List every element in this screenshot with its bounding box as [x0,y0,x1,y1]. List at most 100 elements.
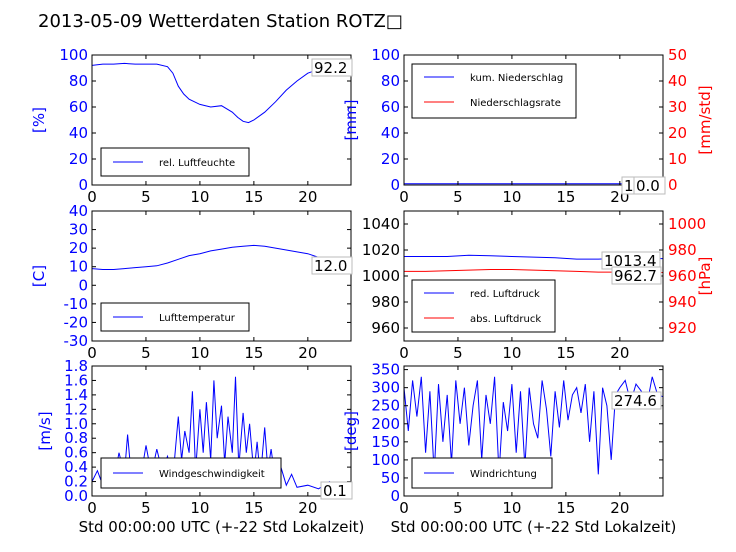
x-tick-label: 5 [141,344,151,362]
y-tick-label: 100 [371,46,400,64]
x-tick-label: 10 [190,344,209,362]
y-tick-label: 1000 [362,267,400,285]
y-axis-label-right: [mm/std] [696,85,714,154]
y-axis-label: [%] [30,107,48,133]
y-tick-label: 300 [371,379,400,397]
x-tick-label: 5 [453,344,463,362]
x-tick-label: 5 [453,499,463,517]
value-box [320,481,353,500]
y-tick-label: 40 [69,124,88,142]
value-box [611,266,662,285]
y-tick-label: 50 [381,469,400,487]
x-tick-label: 10 [502,499,521,517]
x-axis-label: Std 00:00:00 UTC (+-22 Std Lokalzeit) [391,518,677,536]
legend-label: red. Luftdruck [470,289,540,300]
x-axis-label: Std 00:00:00 UTC (+-22 Std Lokalzeit) [79,518,365,536]
y-tick-label: 0 [390,487,400,505]
x-tick-label: 20 [298,344,317,362]
y-tick-label-right: 30 [668,98,687,116]
y-tick-label-right: 920 [668,319,697,337]
legend-box [411,279,556,333]
y-tick-label: 1.0 [64,415,88,433]
x-tick-label: 20 [298,499,317,517]
y-tick-label: 100 [59,46,88,64]
y-tick-label: 250 [371,397,400,415]
y-tick-label: 20 [69,150,88,168]
y-tick-label: 60 [69,98,88,116]
x-tick-label: 0 [87,344,97,362]
y-tick-label: 980 [371,293,400,311]
legend-label: Lufttemperatur [159,313,236,324]
y-tick-label-right: 40 [668,72,687,90]
y-tick-label: 40 [381,124,400,142]
legend-label: rel. Luftfeuchte [159,158,235,169]
plot-frame [403,365,664,497]
x-tick-label: 0 [399,499,409,517]
y-tick-label: 10 [69,258,88,276]
legend-box [411,63,577,119]
x-tick-label: 15 [556,499,575,517]
value-annotation: 12.0 [314,257,347,275]
x-tick-label: 15 [556,344,575,362]
x-tick-label: 15 [244,188,263,206]
plot-frame [91,365,352,497]
legend-label: Niederschlagsrate [470,98,561,109]
series-line-humidity-0 [92,62,351,124]
y-tick-label: 0 [390,176,400,194]
panel-humidity: 0 5 10 15 20 0 20 40 60 80 100 [%] 92.2 rel. Luftfeuc… [30,46,353,206]
y-tick-label: 1.8 [64,357,88,375]
value-box [611,391,662,410]
y-tick-label: 0 [78,276,88,294]
x-tick-label: 10 [190,188,209,206]
y-tick-label-right: 20 [668,124,687,142]
y-tick-label: 40 [69,202,88,220]
x-tick-label: 0 [87,188,97,206]
y-tick-label-right: 940 [668,293,697,311]
y-axis-label: [C] [30,265,48,287]
y-tick-label: 960 [371,319,400,337]
x-tick-label: 15 [244,499,263,517]
x-tick-label: 20 [298,188,317,206]
x-tick-label: 10 [190,499,209,517]
value-annotation: 0.1 [323,482,347,500]
y-tick-label: 100 [371,451,400,469]
y-tick-label: -20 [64,313,89,331]
x-tick-label: 0 [399,188,409,206]
legend-box [100,147,250,177]
plot-frame [91,54,352,186]
series-line-winddir-0 [404,376,663,475]
y-tick-label: 0.4 [64,458,88,476]
y-tick-label: 350 [371,361,400,379]
y-axis-label: [deg] [342,411,360,451]
x-tick-label: 5 [141,188,151,206]
y-tick-label: 60 [381,98,400,116]
value-annotation: 274.6 [614,392,657,410]
y-tick-label-right: 50 [668,46,687,64]
panel-pressure: 0 5 10 15 20 960 980 1000 1020 1040 920 940 960 980 10… [362,210,714,362]
y-tick-label-right: 960 [668,267,697,285]
x-tick-label: 5 [141,499,151,517]
legend-label: kum. Niederschlag [470,73,563,84]
x-tick-label: 20 [610,344,629,362]
series-line-temperature-0 [92,244,351,270]
value-annotation: 92.2 [314,59,347,77]
panel-windspeed: 0 5 10 15 20 0.00.20.40.60.81.01.21.41.61.8 [m… [36,357,364,536]
y-tick-label: 0.0 [64,487,88,505]
y-tick-label: 30 [69,221,88,239]
value-box [311,58,353,77]
x-tick-label: 15 [556,188,575,206]
y-tick-label: -30 [64,332,89,350]
y-tick-label: 1040 [362,215,400,233]
value-box [311,256,353,275]
x-tick-label: 0 [87,499,97,517]
y-tick-label-right: 0 [668,176,678,194]
y-tick-label: 1.6 [64,371,88,389]
y-tick-label: 20 [381,150,400,168]
legend-label: Windgeschwindigkeit [159,469,265,480]
y-tick-label: 0.6 [64,444,88,462]
